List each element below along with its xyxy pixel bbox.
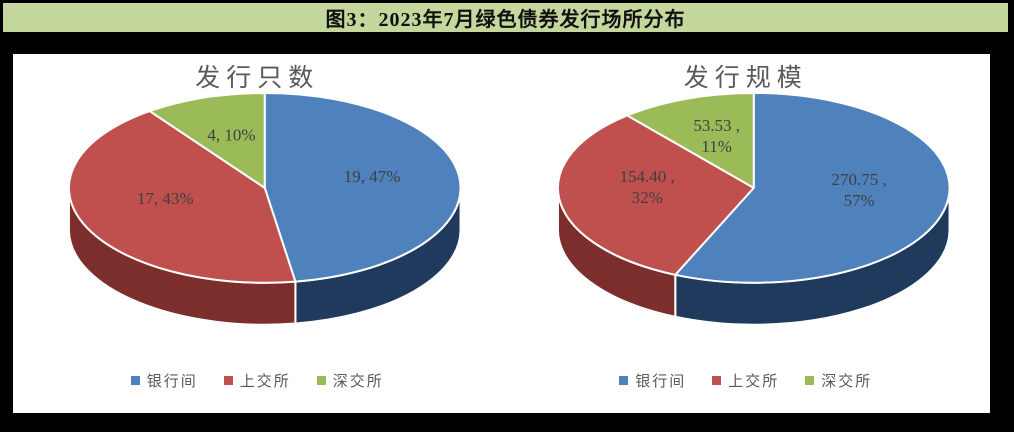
pie-slice-上交所	[556, 114, 755, 276]
pie-slice-银行间	[263, 91, 462, 283]
slice-label: 154.40 , 32%	[619, 167, 674, 207]
legend-item: 银行间	[130, 370, 198, 391]
pie-slice-银行间	[673, 91, 950, 284]
legend-item: 银行间	[619, 370, 686, 391]
legend-swatch	[223, 376, 233, 385]
slice-label: 53.53 , 11%	[693, 116, 740, 156]
slice-label: 17, 43%	[137, 189, 194, 208]
figure-title: 图3：2023年7月绿色债券发行场所分布	[325, 9, 686, 31]
pie-chart-issue-count: 发行只数 19, 47% 17, 43% 4, 10% 银行间 上交所 深交所	[13, 54, 502, 413]
pie-3d-svg: 19, 47% 17, 43% 4, 10%	[67, 91, 462, 326]
figure-title-bar: 图3：2023年7月绿色债券发行场所分布	[3, 3, 1008, 32]
pie-3d-svg: 270.75 , 57% 154.40 , 32% 53.53 , 11%	[556, 91, 951, 326]
legend-item: 上交所	[223, 370, 291, 391]
legend-swatch	[712, 376, 722, 385]
legend-label: 深交所	[332, 374, 384, 390]
slice-label: 270.75 , 57%	[831, 170, 886, 210]
pie-slice-上交所	[67, 110, 297, 284]
chart-legend: 银行间 上交所 深交所	[13, 370, 502, 391]
slice-label: 19, 47%	[344, 167, 401, 186]
legend-swatch	[805, 376, 815, 385]
legend-label: 上交所	[728, 374, 780, 390]
chart-legend: 银行间 上交所 深交所	[502, 370, 991, 391]
legend-item: 上交所	[712, 370, 779, 391]
charts-area: 发行只数 19, 47% 17, 43% 4, 10% 银行间 上交所 深交所 发行规模…	[13, 54, 990, 413]
legend-item: 深交所	[316, 370, 384, 391]
legend-label: 上交所	[239, 374, 291, 390]
legend-label: 深交所	[821, 374, 873, 390]
legend-swatch	[316, 376, 326, 385]
slice-label: 4, 10%	[207, 126, 255, 145]
pie-slice-深交所	[148, 91, 266, 189]
legend-label: 银行间	[635, 374, 687, 390]
legend-swatch	[619, 376, 629, 385]
legend-swatch	[130, 376, 140, 385]
pie-chart-issue-scale: 发行规模 270.75 , 57% 154.40 , 32% 53.53 , 11% 银行…	[502, 54, 991, 413]
legend-label: 银行间	[146, 374, 198, 390]
pie-slice-深交所	[625, 91, 755, 189]
legend-item: 深交所	[805, 370, 872, 391]
